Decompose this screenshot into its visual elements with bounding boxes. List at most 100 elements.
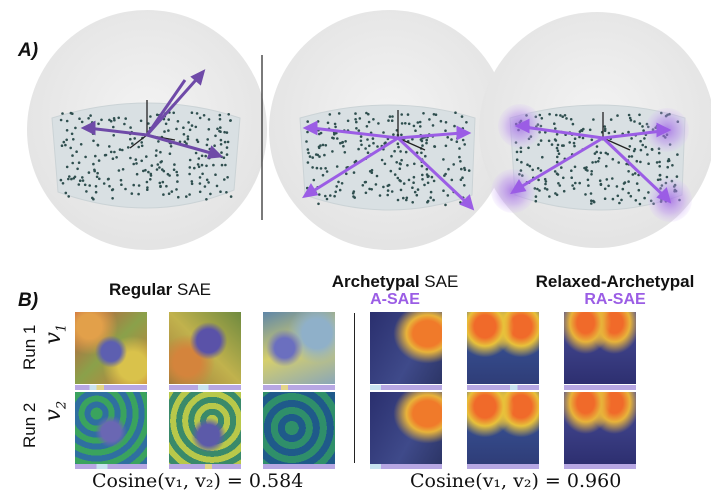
cloud-point [364, 147, 367, 150]
title-relaxed-archetypal: Relaxed-Archetypal [535, 272, 695, 291]
cloud-point [442, 189, 445, 192]
cloud-point [135, 162, 138, 165]
cloud-point [372, 141, 375, 145]
cloud-point [212, 163, 215, 167]
cloud-point [185, 142, 188, 145]
cloud-point [425, 141, 428, 145]
cloud-point [412, 175, 416, 179]
cloud-point [188, 158, 192, 162]
cloud-point [311, 166, 314, 169]
cloud-point [563, 114, 567, 117]
cloud-point [72, 138, 75, 141]
cloud-point [311, 156, 315, 159]
cloud-point [604, 151, 608, 155]
cloud-point [357, 147, 360, 151]
cloud-point [426, 181, 430, 185]
cloud-point [405, 198, 408, 202]
cosine-left: Cosine(v₁, v₂) = 0.584 [92, 470, 304, 492]
cloud-point [120, 183, 123, 186]
cloud-point [618, 201, 621, 205]
cloud-point [405, 196, 409, 200]
cloud-point [553, 170, 557, 173]
cloud-point [159, 160, 162, 164]
cloud-point [631, 173, 635, 176]
cloud-point [554, 192, 557, 195]
cloud-point [331, 150, 334, 153]
title-regular-sae: Regular SAE [108, 280, 212, 299]
cloud-point [399, 188, 403, 192]
cloud-point [220, 163, 224, 167]
cloud-point [389, 169, 393, 173]
cloud-point [628, 145, 632, 148]
cloud-point [359, 135, 363, 138]
cloud-point [544, 182, 547, 186]
cloud-point [100, 118, 103, 122]
strip-9 [263, 464, 335, 469]
cloud-point [59, 118, 63, 122]
cloud-point [597, 157, 601, 160]
heatmap-regular-run1-b [169, 312, 241, 384]
cloud-point [79, 143, 83, 146]
cloud-point [414, 129, 417, 132]
cloud-point [71, 154, 74, 157]
cloud-point [372, 118, 375, 121]
cloud-point [633, 172, 637, 175]
cloud-point [352, 195, 355, 198]
cloud-point [548, 112, 551, 116]
cloud-point [418, 120, 422, 124]
cloud-point [597, 160, 600, 163]
cloud-point [446, 194, 450, 197]
cloud-point [198, 176, 202, 179]
cloud-point [568, 141, 571, 144]
cloud-point [370, 188, 374, 191]
cloud-point [226, 176, 229, 179]
cloud-point [117, 169, 121, 172]
cloud-point [331, 136, 334, 140]
cloud-point [421, 178, 424, 181]
cloud-point [538, 189, 541, 192]
cloud-point [428, 118, 431, 121]
cloud-point [569, 118, 573, 121]
cloud-point [205, 164, 208, 168]
cloud-point [528, 164, 532, 168]
cloud-point [611, 177, 614, 180]
cloud-point [643, 196, 646, 200]
cloud-point [207, 128, 211, 131]
cloud-point [637, 188, 641, 192]
cloud-point [108, 184, 111, 188]
cloud-point [139, 119, 143, 123]
cloud-point [121, 148, 124, 152]
cloud-point [555, 172, 559, 175]
cloud-point [64, 143, 67, 147]
cloud-point [400, 133, 403, 137]
cloud-point [442, 158, 445, 161]
cloud-point [227, 113, 230, 116]
cloud-point [639, 148, 643, 152]
cloud-point [396, 198, 400, 202]
cloud-point [306, 161, 310, 164]
cloud-point [225, 146, 229, 149]
cloud-point [220, 151, 223, 154]
subtitle-ra-sae: RA-SAE [584, 291, 646, 308]
cloud-point [587, 184, 590, 187]
cloud-point [392, 133, 395, 136]
cloud-point [162, 193, 165, 196]
cloud-point [172, 111, 175, 115]
cloud-point [140, 159, 143, 163]
cloud-point [581, 136, 585, 140]
cloud-point [386, 193, 390, 197]
cloud-point [641, 125, 644, 128]
cloud-point [627, 113, 631, 117]
cloud-point [158, 181, 162, 185]
cloud-point [607, 184, 610, 188]
cloud-point [366, 138, 369, 141]
cloud-point [642, 129, 645, 132]
cloud-point [420, 151, 423, 155]
cloud-point [124, 117, 127, 120]
cloud-point [447, 167, 450, 171]
cloud-point [553, 122, 556, 125]
cloud-point [324, 167, 327, 170]
cloud-point [370, 168, 374, 172]
cloud-point [205, 143, 209, 147]
cloud-point [520, 160, 523, 164]
